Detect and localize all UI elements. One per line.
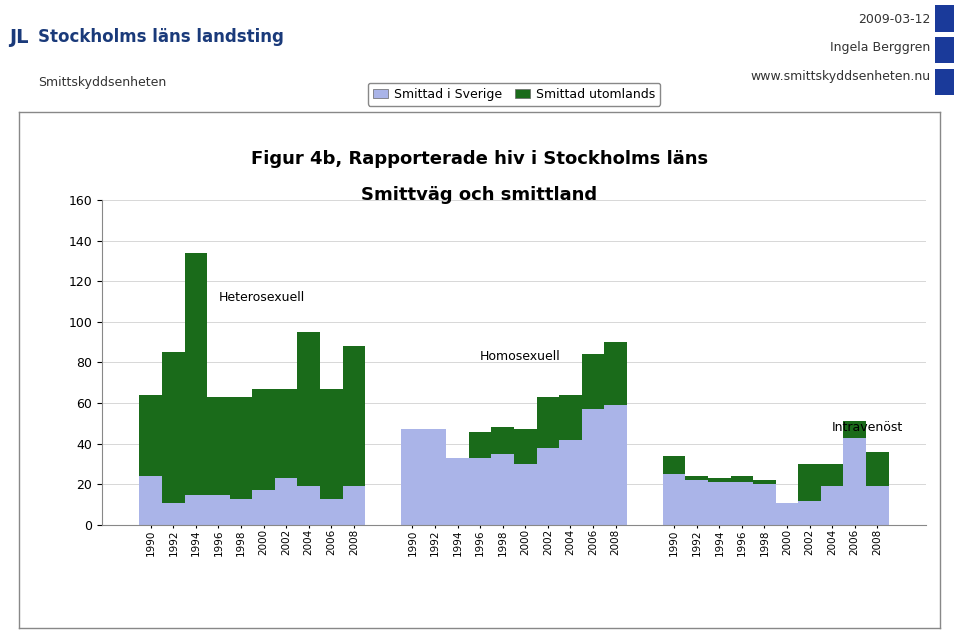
Bar [424, 429, 446, 525]
Bar [469, 458, 491, 525]
Bar [185, 253, 207, 494]
Bar [582, 409, 604, 525]
Bar [342, 346, 365, 487]
Bar [401, 429, 424, 525]
Bar [514, 429, 537, 464]
Bar [731, 476, 753, 482]
Bar [252, 490, 275, 525]
Bar [604, 405, 627, 525]
Bar [446, 458, 469, 525]
Legend: Smittad i Sverige, Smittad utomlands: Smittad i Sverige, Smittad utomlands [368, 83, 660, 106]
Bar [514, 464, 537, 525]
Bar [342, 487, 365, 525]
Bar [798, 501, 821, 525]
Bar [297, 332, 320, 487]
Bar [491, 454, 514, 525]
Bar [320, 389, 342, 499]
Bar [582, 354, 604, 409]
Bar [139, 476, 162, 525]
Bar [537, 397, 559, 448]
Bar [162, 503, 185, 525]
Bar [821, 487, 843, 525]
Bar [139, 395, 162, 476]
Bar [230, 499, 252, 525]
Text: www.smittskyddsenheten.nu: www.smittskyddsenheten.nu [750, 70, 930, 83]
Bar [559, 440, 582, 525]
Bar [230, 397, 252, 499]
Bar [320, 499, 342, 525]
Bar [776, 503, 798, 525]
Bar [821, 464, 843, 487]
Bar [708, 482, 731, 525]
Bar [297, 487, 320, 525]
Text: 2009-03-12: 2009-03-12 [858, 13, 930, 26]
Text: Smittskyddsenheten: Smittskyddsenheten [38, 76, 167, 89]
Text: JL: JL [10, 28, 29, 47]
Text: Smittväg och smittland: Smittväg och smittland [362, 186, 597, 204]
Text: Intravenöst: Intravenöst [832, 421, 903, 434]
Bar [207, 494, 230, 525]
FancyBboxPatch shape [935, 5, 954, 31]
Text: Homosexuell: Homosexuell [480, 350, 561, 363]
Bar [686, 480, 708, 525]
Bar [708, 478, 731, 482]
Text: Ingela Berggren: Ingela Berggren [830, 41, 930, 54]
FancyBboxPatch shape [935, 37, 954, 63]
Bar [798, 464, 821, 501]
Bar [185, 494, 207, 525]
Bar [275, 478, 297, 525]
Text: Heterosexuell: Heterosexuell [219, 291, 305, 304]
Bar [866, 452, 889, 487]
Bar [663, 456, 686, 474]
Bar [207, 397, 230, 494]
Bar [469, 431, 491, 458]
Bar [843, 438, 866, 525]
Bar [252, 389, 275, 490]
Bar [753, 480, 776, 485]
Bar [275, 389, 297, 478]
Bar [604, 342, 627, 405]
FancyBboxPatch shape [935, 69, 954, 95]
Text: Stockholms läns landsting: Stockholms läns landsting [38, 28, 284, 46]
Bar [686, 476, 708, 480]
Bar [731, 482, 753, 525]
Bar [663, 474, 686, 525]
Bar [866, 487, 889, 525]
Bar [559, 395, 582, 440]
Bar [162, 353, 185, 503]
Bar [843, 421, 866, 438]
Bar [491, 428, 514, 454]
Bar [753, 485, 776, 525]
Bar [537, 448, 559, 525]
Text: Figur 4b, Rapporterade hiv i Stockholms läns: Figur 4b, Rapporterade hiv i Stockholms … [251, 149, 708, 167]
